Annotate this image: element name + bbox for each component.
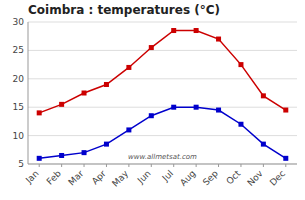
grid-line bbox=[28, 164, 297, 165]
x-tick bbox=[285, 164, 286, 167]
grid-line bbox=[28, 107, 297, 108]
x-tick bbox=[84, 164, 85, 167]
y-axis: 5 10 15 20 25 30 bbox=[13, 17, 28, 169]
x-tick-label: Jul bbox=[160, 168, 175, 183]
x-tick-label: Mar bbox=[66, 168, 85, 187]
y-tick-label: 25 bbox=[13, 45, 24, 55]
marker bbox=[283, 156, 288, 161]
x-axis: JanFebMar AprMayJun JulAugSepOctNovDec bbox=[23, 164, 297, 189]
x-tick-label: Oct bbox=[224, 168, 242, 186]
y-axis-line bbox=[28, 22, 29, 164]
x-axis-line bbox=[28, 164, 297, 165]
marker bbox=[283, 108, 288, 113]
chart-container: 5 10 15 20 25 30 JanFebMar AprMayJun JulAugSepOc… bbox=[0, 0, 305, 200]
marker bbox=[171, 105, 176, 110]
marker bbox=[216, 108, 221, 113]
x-tick bbox=[39, 164, 40, 167]
marker bbox=[37, 156, 42, 161]
marker bbox=[59, 153, 64, 158]
y-tick-label: 15 bbox=[13, 102, 24, 112]
marker bbox=[149, 45, 154, 50]
marker bbox=[37, 110, 42, 115]
grid-line bbox=[28, 135, 297, 136]
x-tick-label: Sep bbox=[201, 168, 220, 187]
x-tick bbox=[61, 164, 62, 167]
marker bbox=[194, 28, 199, 33]
x-tick-label: Dec bbox=[268, 168, 287, 187]
marker bbox=[104, 82, 109, 87]
y-tick-label: 20 bbox=[13, 74, 25, 84]
x-tick-label: Aug bbox=[178, 168, 198, 188]
marker bbox=[82, 91, 87, 96]
x-tick bbox=[128, 164, 129, 167]
watermark: www.allmetsat.com bbox=[128, 153, 197, 161]
y-tick-label: 5 bbox=[18, 159, 24, 169]
x-tick bbox=[263, 164, 264, 167]
y-tick-label: 30 bbox=[13, 17, 25, 27]
y-tick-label: 10 bbox=[13, 131, 25, 141]
marker bbox=[194, 105, 199, 110]
grid-line bbox=[28, 22, 297, 23]
marker bbox=[104, 142, 109, 147]
x-tick bbox=[196, 164, 197, 167]
marker bbox=[238, 122, 243, 127]
x-tick bbox=[173, 164, 174, 167]
marker bbox=[261, 142, 266, 147]
grid-line bbox=[28, 50, 297, 51]
x-tick-label: Nov bbox=[245, 168, 265, 188]
plot-area bbox=[37, 28, 289, 161]
x-tick-label: May bbox=[110, 168, 131, 189]
x-tick-label: Feb bbox=[45, 168, 64, 187]
series bbox=[37, 105, 289, 161]
title: Coimbra : temperatures (°C) bbox=[28, 3, 220, 17]
x-tick bbox=[151, 164, 152, 167]
chart: 5 10 15 20 25 30 JanFebMar AprMayJun JulAugSepOc… bbox=[0, 0, 305, 200]
marker bbox=[261, 93, 266, 98]
marker bbox=[149, 113, 154, 118]
marker bbox=[126, 65, 131, 70]
marker bbox=[171, 28, 176, 33]
x-tick bbox=[106, 164, 107, 167]
x-tick-label: Jun bbox=[135, 168, 153, 186]
x-tick-label: Apr bbox=[90, 168, 108, 186]
x-tick bbox=[240, 164, 241, 167]
marker bbox=[238, 62, 243, 67]
series-line bbox=[39, 107, 286, 158]
marker bbox=[82, 150, 87, 155]
series-line bbox=[39, 31, 286, 113]
marker bbox=[216, 37, 221, 42]
x-tick-label: Jan bbox=[23, 168, 41, 186]
grid bbox=[28, 22, 297, 164]
marker bbox=[59, 102, 64, 107]
marker bbox=[126, 127, 131, 132]
series bbox=[37, 28, 289, 115]
grid-line bbox=[28, 78, 297, 79]
x-tick bbox=[218, 164, 219, 167]
